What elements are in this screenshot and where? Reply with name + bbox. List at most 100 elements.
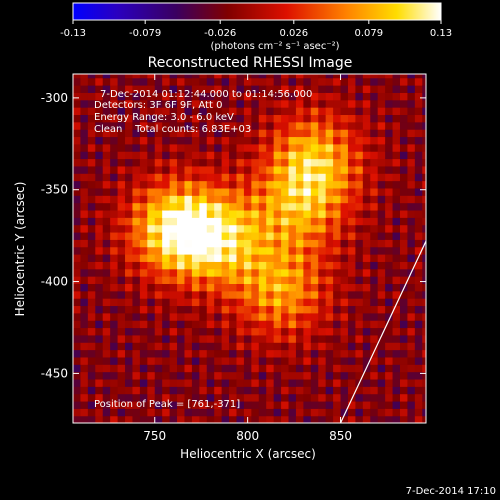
- heatmap-cell: [154, 254, 163, 262]
- heatmap-cell: [73, 246, 82, 255]
- heatmap-cell: [110, 342, 119, 351]
- heatmap-cell: [243, 85, 252, 93]
- heatmap-cell: [318, 298, 327, 307]
- heatmap-cell: [73, 173, 82, 182]
- heatmap-cell: [110, 408, 119, 417]
- heatmap-cell: [251, 268, 260, 277]
- heatmap-cell: [154, 320, 163, 329]
- heatmap-cell: [132, 92, 141, 101]
- heatmap-cell: [377, 92, 386, 101]
- heatmap-cell: [362, 92, 371, 101]
- heatmap-cell: [162, 364, 171, 373]
- heatmap-cell: [325, 261, 334, 270]
- heatmap-cell: [377, 180, 386, 189]
- heatmap-cell: [340, 99, 349, 108]
- heatmap-cell: [414, 400, 423, 409]
- heatmap-cell: [422, 371, 426, 380]
- heatmap-cell: [87, 121, 96, 130]
- heatmap-cell: [399, 158, 409, 167]
- heatmap-cell: [385, 202, 394, 211]
- heatmap-cell: [214, 386, 223, 395]
- heatmap-cell: [407, 209, 416, 218]
- heatmap-cell: [407, 187, 416, 196]
- heatmap-cell: [214, 165, 223, 174]
- heatmap-cell: [214, 334, 223, 343]
- heatmap-cell: [370, 202, 379, 211]
- heatmap-cell: [206, 74, 215, 79]
- heatmap-cell: [347, 349, 356, 358]
- heatmap-cell: [414, 202, 423, 211]
- heatmap-cell: [199, 246, 208, 255]
- heatmap-cell: [370, 378, 379, 387]
- heatmap-cell: [80, 393, 89, 402]
- heatmap-cell: [199, 239, 208, 248]
- heatmap-cell: [184, 92, 193, 101]
- heatmap-cell: [310, 268, 319, 277]
- heatmap-cell: [340, 312, 349, 321]
- heatmap-cell: [221, 386, 230, 395]
- heatmap-cell: [281, 371, 290, 380]
- heatmap-cell: [177, 180, 186, 189]
- heatmap-cell: [117, 151, 126, 160]
- heatmap-cell: [184, 312, 193, 321]
- heatmap-cell: [191, 283, 200, 292]
- heatmap-cell: [333, 151, 342, 160]
- heatmap-cell: [169, 121, 178, 130]
- heatmap-cell: [80, 378, 89, 387]
- heatmap-cell: [273, 400, 282, 409]
- heatmap-cell: [392, 364, 401, 373]
- heatmap-cell: [221, 187, 230, 196]
- heatmap-cell: [325, 143, 334, 152]
- heatmap-cell: [243, 151, 252, 160]
- heatmap-cell: [169, 393, 178, 402]
- heatmap-cell: [154, 327, 163, 336]
- heatmap-cell: [117, 217, 126, 226]
- heatmap-cell: [206, 268, 215, 277]
- heatmap-cell: [310, 356, 319, 365]
- heatmap-cell: [273, 261, 282, 270]
- heatmap-cell: [266, 217, 275, 226]
- heatmap-cell: [229, 114, 238, 123]
- heatmap-cell: [310, 173, 319, 182]
- heatmap-cell: [414, 298, 423, 307]
- heatmap-cell: [177, 129, 186, 138]
- heatmap-cell: [184, 173, 193, 182]
- heatmap-cell: [73, 143, 82, 152]
- heatmap-cell: [102, 99, 111, 108]
- heatmap-cell: [362, 136, 371, 145]
- heatmap-cell: [139, 246, 148, 255]
- heatmap-cell: [295, 378, 304, 387]
- heatmap-cell: [87, 400, 96, 409]
- heatmap-cell: [273, 276, 282, 284]
- heatmap-cell: [243, 305, 252, 314]
- heatmap-cell: [80, 74, 89, 79]
- heatmap-cell: [221, 121, 230, 130]
- heatmap-cell: [184, 408, 193, 417]
- heatmap-cell: [214, 356, 223, 365]
- heatmap-cell: [392, 180, 401, 189]
- heatmap-cell: [243, 393, 252, 402]
- heatmap-cell: [229, 393, 238, 402]
- heatmap-cell: [399, 231, 409, 240]
- heatmap-cell: [191, 386, 200, 395]
- heatmap-cell: [229, 180, 238, 189]
- heatmap-cell: [95, 165, 104, 174]
- heatmap-cell: [392, 334, 401, 343]
- heatmap-cell: [125, 298, 134, 307]
- heatmap-cell: [340, 239, 349, 248]
- heatmap-cell: [295, 349, 304, 358]
- heatmap-cell: [347, 85, 356, 93]
- heatmap-cell: [87, 180, 96, 189]
- heatmap-cell: [132, 408, 141, 417]
- heatmap-cell: [281, 254, 290, 262]
- heatmap-cell: [87, 371, 96, 380]
- heatmap-cell: [414, 239, 423, 248]
- heatmap-cell: [266, 290, 275, 299]
- heatmap-cell: [229, 143, 238, 152]
- heatmap-cell: [102, 114, 111, 123]
- heatmap-cell: [407, 202, 416, 211]
- heatmap-cell: [266, 378, 275, 387]
- heatmap-cell: [243, 239, 252, 248]
- heatmap-cell: [385, 320, 394, 329]
- heatmap-cell: [110, 195, 119, 204]
